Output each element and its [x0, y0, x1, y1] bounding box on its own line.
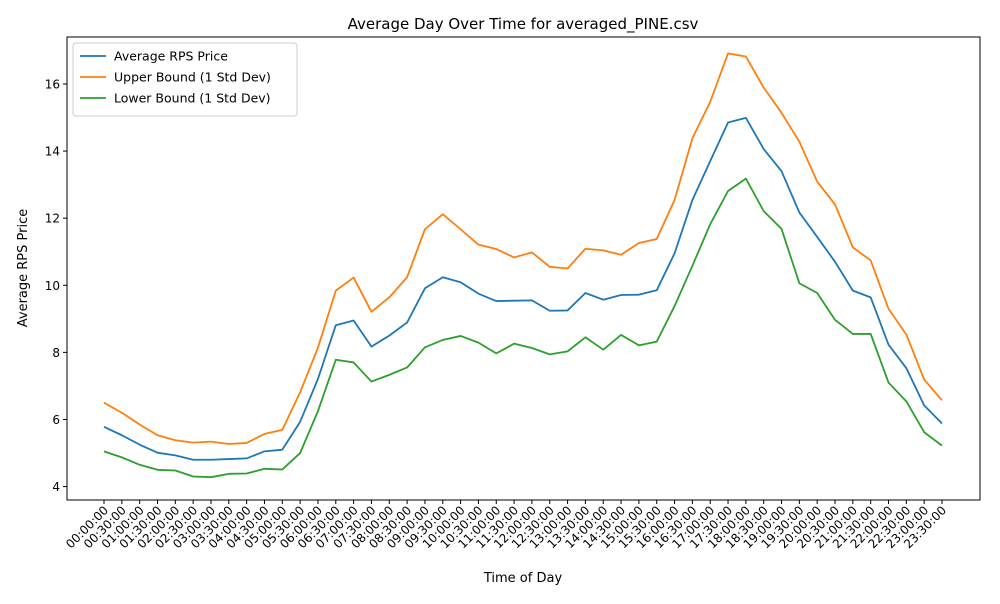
chart-title: Average Day Over Time for averaged_PINE.… — [348, 15, 699, 34]
x-axis: 00:00:0000:30:0001:00:0001:30:0002:00:00… — [63, 500, 949, 551]
series-line-0 — [103, 116, 943, 461]
legend: Average RPS Price Upper Bound (1 Std Dev)… — [72, 42, 298, 117]
y-axis: 4 6 8 10 12 14 16 — [45, 77, 67, 494]
x-axis-label: Time of Day — [483, 571, 563, 586]
y-tick-label: 10 — [45, 279, 60, 293]
plot-area — [66, 36, 981, 501]
y-tick-label: 4 — [52, 480, 60, 494]
axes-frame — [66, 36, 981, 501]
legend-items: Average RPS Price Upper Bound (1 Std Dev)… — [80, 49, 271, 106]
y-tick-label: 6 — [52, 413, 60, 427]
series-line-2 — [103, 177, 943, 479]
legend-box — [72, 42, 298, 117]
y-tick-label: 12 — [45, 212, 60, 226]
legend-label: Average RPS Price — [114, 49, 228, 64]
series-line-1 — [103, 52, 943, 445]
y-tick-label: 14 — [45, 145, 60, 159]
y-axis-label: Average RPS Price — [16, 209, 31, 328]
legend-label: Upper Bound (1 Std Dev) — [114, 70, 271, 85]
y-tick-label: 8 — [52, 346, 60, 360]
series-layer — [103, 52, 943, 479]
legend-label: Lower Bound (1 Std Dev) — [114, 91, 271, 106]
y-tick-label: 16 — [45, 77, 60, 91]
